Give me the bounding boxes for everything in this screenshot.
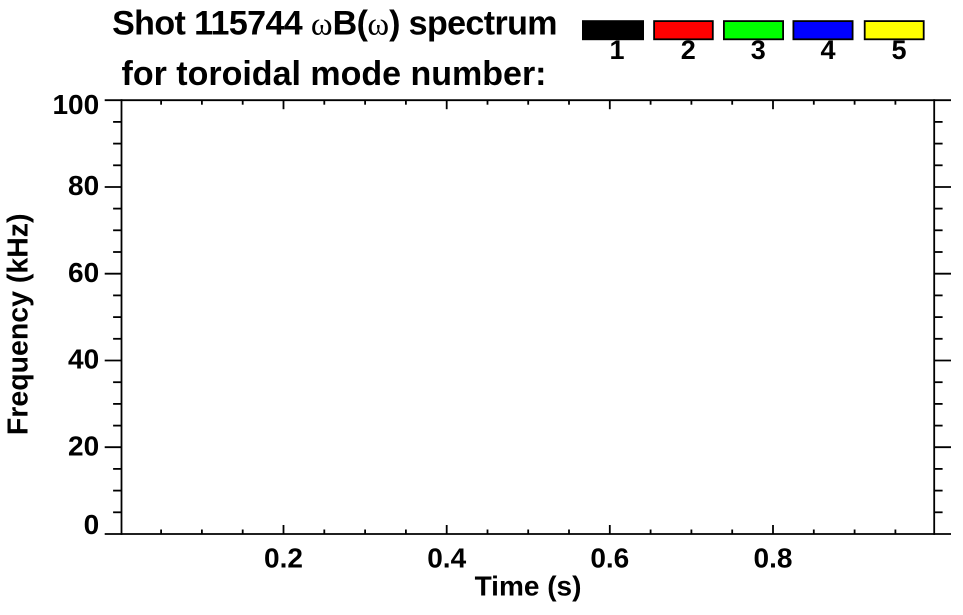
svg-text:Shot 115744 ωB(ω) spectrum: Shot 115744 ωB(ω) spectrum (112, 5, 557, 43)
svg-text:80: 80 (68, 170, 99, 201)
svg-text:0.8: 0.8 (754, 543, 793, 574)
svg-text:2: 2 (681, 35, 696, 65)
svg-text:100: 100 (52, 89, 99, 120)
svg-text:40: 40 (68, 344, 99, 375)
svg-text:Frequency (kHz): Frequency (kHz) (3, 213, 35, 435)
svg-text:3: 3 (751, 35, 766, 65)
svg-text:0.4: 0.4 (427, 543, 466, 574)
svg-text:1: 1 (609, 35, 624, 65)
svg-text:5: 5 (891, 35, 906, 65)
svg-text:20: 20 (68, 430, 99, 461)
svg-text:0.2: 0.2 (264, 543, 303, 574)
svg-text:Time (s): Time (s) (475, 571, 582, 602)
svg-text:60: 60 (68, 257, 99, 288)
svg-text:0: 0 (84, 509, 100, 540)
svg-text:0.6: 0.6 (590, 543, 629, 574)
svg-text:4: 4 (820, 35, 835, 65)
svg-text:for toroidal mode number:: for toroidal mode number: (122, 55, 547, 93)
